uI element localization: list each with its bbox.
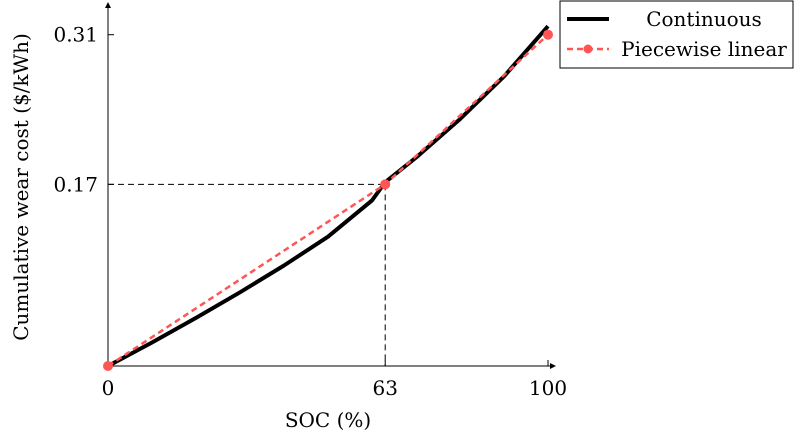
piecewise-point (103, 361, 113, 371)
y-axis-arrowhead (105, 2, 111, 8)
reference-lines (108, 183, 386, 366)
x-axis-title: SOC (%) (285, 408, 371, 432)
piecewise-point (543, 29, 553, 40)
x-tick-label: 63 (372, 376, 397, 400)
legend-marker-piecewise (583, 44, 593, 54)
x-axis-arrowhead (550, 363, 556, 369)
y-tick-label: 0.31 (53, 23, 98, 47)
ticks: 0 63 100 0.17 0.31 (53, 23, 567, 400)
series-line-continuous (107, 24, 550, 368)
series-line-piecewise (107, 33, 549, 368)
series-group (103, 24, 553, 371)
x-tick-label: 0 (102, 376, 115, 400)
x-tick-label: 100 (529, 376, 567, 400)
y-tick-label: 0.17 (53, 172, 98, 196)
piecewise-point (380, 179, 391, 190)
legend-label-continuous: Continuous (646, 7, 762, 31)
y-axis-title: Cumulative wear cost ($/kWh) (9, 33, 33, 341)
legend-box (559, 0, 794, 69)
legend: Continuous Piecewise linear (559, 0, 794, 69)
legend-label-piecewise: Piecewise linear (621, 37, 787, 61)
axes (105, 2, 556, 369)
